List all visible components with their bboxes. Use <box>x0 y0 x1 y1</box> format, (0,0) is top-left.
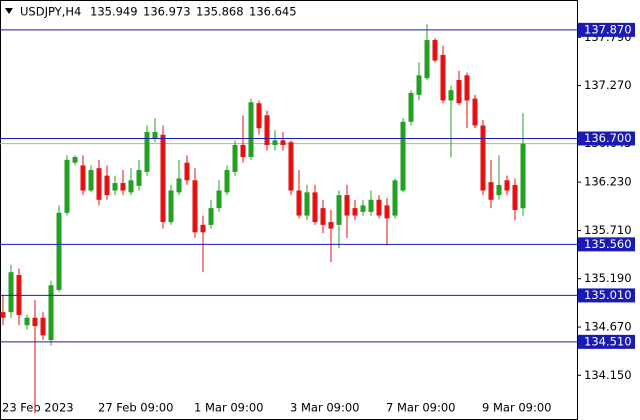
candle-body <box>104 175 110 196</box>
x-tick-label: 3 Mar 09:00 <box>290 401 359 415</box>
candle-body <box>504 180 510 191</box>
candle-body <box>480 125 486 191</box>
candle-body <box>48 285 54 340</box>
candle-body <box>376 199 382 216</box>
candle-body <box>488 182 494 200</box>
candle-body <box>368 199 374 212</box>
candle-body <box>384 205 390 219</box>
candle-body <box>200 224 206 233</box>
level-label: 137.870 <box>584 22 632 36</box>
candle-body <box>32 317 38 327</box>
candle-body <box>176 178 182 193</box>
menu-arrow[interactable] <box>5 8 13 14</box>
candle-body <box>160 134 166 223</box>
level-label-bg <box>578 288 635 303</box>
candle-body <box>448 90 454 101</box>
x-tick-label: 27 Feb 09:00 <box>98 401 173 415</box>
candle-body <box>152 132 158 139</box>
candle-body <box>520 143 526 209</box>
candle-body <box>112 183 118 191</box>
candle-body <box>464 75 470 101</box>
candle-body <box>40 317 46 336</box>
candle-body <box>8 272 14 313</box>
candle-body <box>248 102 254 158</box>
plot-frame <box>0 0 578 420</box>
y-tick-label: 135.190 <box>584 271 632 285</box>
candle-body <box>216 190 222 209</box>
candle-body <box>256 103 262 129</box>
x-tick-label: 23 Feb 2023 <box>2 401 74 415</box>
candle-body <box>0 312 6 318</box>
candle-body <box>408 93 414 122</box>
header-open: 135.949 <box>90 5 138 19</box>
y-tick-label: 134.150 <box>584 368 632 382</box>
candle-body <box>512 184 518 210</box>
x-tick-label: 7 Mar 09:00 <box>386 401 455 415</box>
candle-body <box>432 40 438 61</box>
candle-body <box>80 165 86 191</box>
header-high: 136.973 <box>143 5 191 19</box>
level-label: 136.700 <box>584 131 632 145</box>
level-label: 135.010 <box>584 288 632 302</box>
candle-body <box>336 195 342 225</box>
y-tick-label: 136.230 <box>584 175 632 189</box>
candle-body <box>96 168 102 200</box>
candle-body <box>472 98 478 126</box>
candle-body <box>288 142 294 191</box>
level-label-bg <box>578 131 635 146</box>
candle-body <box>184 162 190 181</box>
candle-body <box>264 115 270 145</box>
level-label-bg <box>578 334 635 349</box>
level-label: 134.510 <box>584 334 632 348</box>
candle-body <box>280 140 286 145</box>
candle-body <box>120 183 126 191</box>
candle-body <box>88 170 94 191</box>
candle-body <box>360 205 366 212</box>
candle-body <box>440 54 446 101</box>
y-tick-label: 135.710 <box>584 223 632 237</box>
header-low: 135.868 <box>196 5 244 19</box>
candle-body <box>400 121 406 191</box>
candle-body <box>232 145 238 172</box>
candle-body <box>344 195 350 216</box>
candle-body <box>312 192 318 223</box>
candle-body <box>304 192 310 216</box>
candle-body <box>192 180 198 233</box>
candle-body <box>296 190 302 216</box>
candle-body <box>168 190 174 223</box>
level-label-bg <box>578 237 635 252</box>
candle-body <box>56 212 62 290</box>
candle-body <box>392 180 398 216</box>
candle-body <box>272 140 278 145</box>
candle-body <box>144 132 150 172</box>
candle-body <box>240 145 246 158</box>
candle-body <box>328 222 334 229</box>
level-label-bg <box>578 22 635 37</box>
candle-body <box>320 208 326 225</box>
candle-body <box>352 208 358 216</box>
candle-body <box>24 317 30 326</box>
y-tick-label: 134.670 <box>584 320 632 334</box>
candle-body <box>224 170 230 193</box>
header-close: 136.645 <box>249 5 297 19</box>
candle-body <box>456 80 462 104</box>
candle-body <box>416 75 422 95</box>
candle-body <box>72 157 78 163</box>
candle-body <box>64 159 70 213</box>
candle-body <box>136 170 142 186</box>
candle-body <box>208 208 214 225</box>
symbol-title: USDJPY,H4 <box>20 5 81 19</box>
y-tick-label: 137.270 <box>584 78 632 92</box>
candle-body <box>424 40 430 79</box>
level-label: 135.560 <box>584 237 632 251</box>
candle-body <box>496 184 502 196</box>
candle-body <box>128 180 134 193</box>
x-tick-label: 1 Mar 09:00 <box>194 401 263 415</box>
x-tick-label: 9 Mar 09:00 <box>482 401 551 415</box>
